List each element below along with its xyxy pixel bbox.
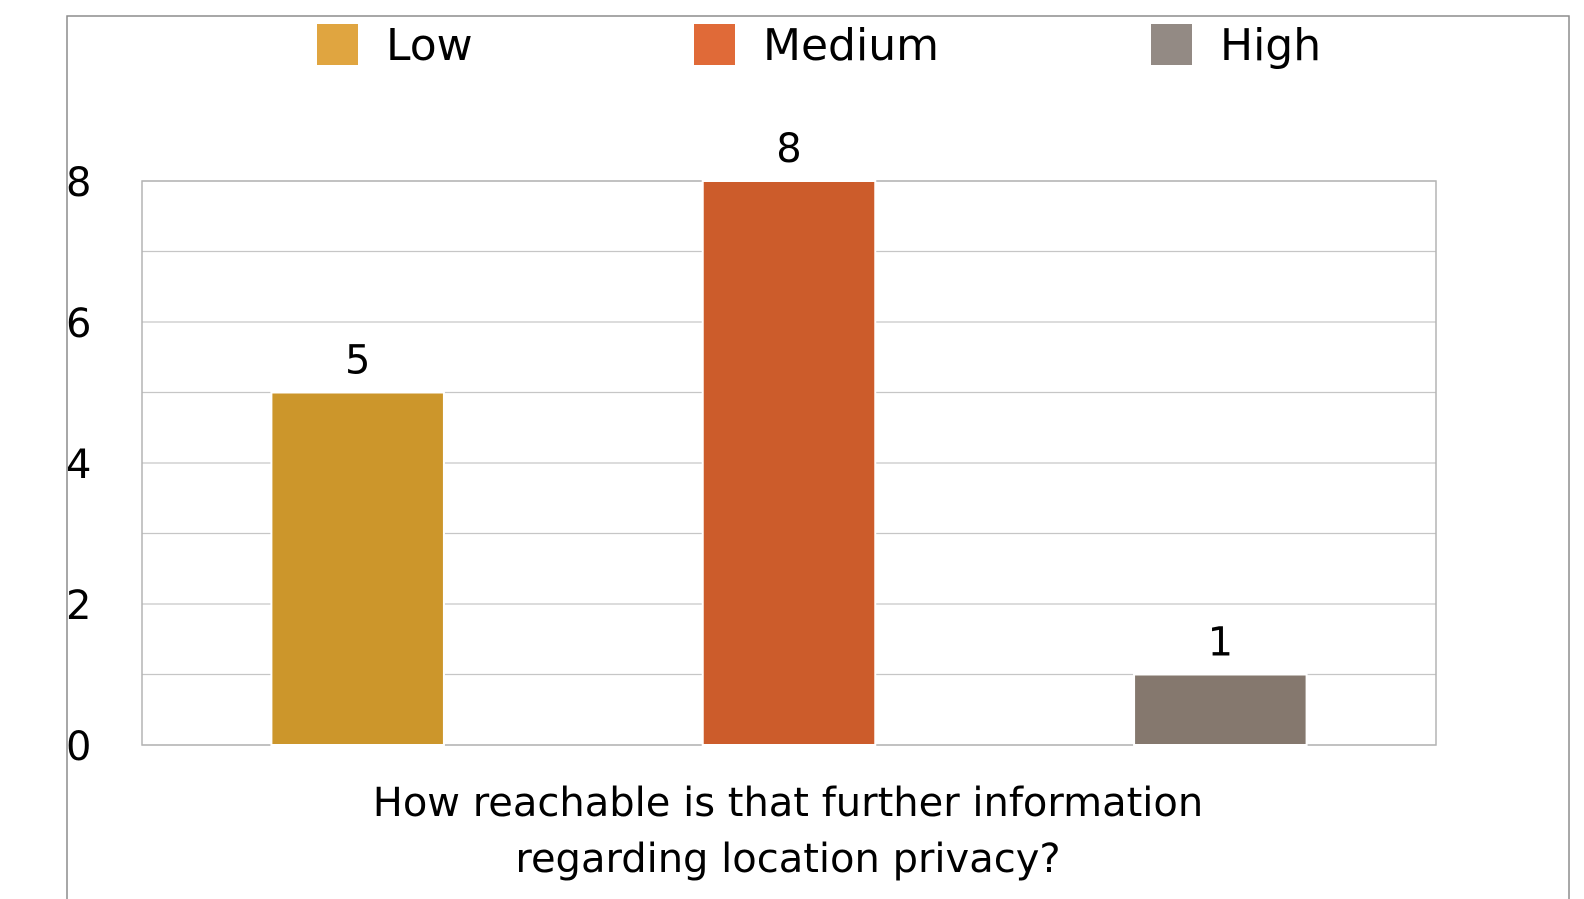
y-tick-label: 8 bbox=[66, 160, 91, 206]
x-axis-title-line-1: How reachable is that further informatio… bbox=[373, 780, 1204, 826]
data-label-high: 1 bbox=[1208, 620, 1233, 666]
bars bbox=[270, 180, 1308, 746]
legend-label-low: Low bbox=[386, 20, 473, 71]
bar-low bbox=[270, 391, 445, 746]
y-tick-label: 4 bbox=[66, 442, 91, 488]
legend-swatch-medium bbox=[692, 22, 737, 67]
data-labels: 5 8 1 bbox=[345, 126, 1233, 666]
legend-swatch-high bbox=[1149, 22, 1194, 67]
legend-label-high: High bbox=[1220, 20, 1321, 71]
data-label-low: 5 bbox=[345, 338, 370, 384]
bar-medium bbox=[701, 180, 877, 746]
legend-swatch-low bbox=[315, 22, 360, 67]
y-tick-label: 0 bbox=[66, 724, 91, 770]
y-axis: 0 2 4 6 8 bbox=[66, 160, 91, 770]
y-tick-label: 6 bbox=[66, 301, 91, 347]
legend: Low Medium High bbox=[315, 20, 1321, 71]
y-tick-label: 2 bbox=[66, 583, 91, 629]
legend-label-medium: Medium bbox=[763, 20, 939, 71]
bar-high bbox=[1133, 673, 1308, 746]
x-axis-title-line-2: regarding location privacy? bbox=[515, 836, 1060, 882]
data-label-medium: 8 bbox=[776, 126, 801, 172]
